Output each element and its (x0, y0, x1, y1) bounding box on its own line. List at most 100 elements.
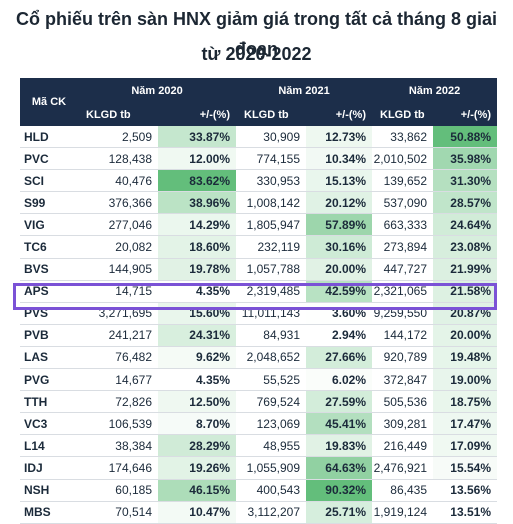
pct-2020-cell: 83.62% (158, 169, 236, 193)
klgd-2022-cell: 139,652 (372, 169, 433, 193)
klgd-2020-cell: 40,476 (78, 169, 158, 193)
stock-code-cell: TTH (20, 390, 78, 414)
table-row: PVC 128,438 12.00% 774,155 10.34% 2,010,502 35… (20, 147, 497, 171)
header-year-2022: Năm 2022 (372, 78, 497, 103)
klgd-2021-cell: 11,011,143 (236, 302, 306, 325)
pct-2022-cell: 21.99% (433, 258, 497, 281)
title-line-2: từ 2020-2022 (201, 44, 312, 64)
klgd-2021-cell: 330,953 (236, 169, 306, 193)
pct-2021-cell: 10.34% (306, 147, 372, 171)
pct-2021-cell: 19.83% (306, 434, 372, 458)
pct-2022-cell: 50.88% (433, 126, 497, 149)
klgd-2020-cell: 277,046 (78, 213, 158, 237)
table-row: MBS 70,514 10.47% 3,112,207 25.71% 1,919,124 1… (20, 501, 497, 524)
table-row: IDJ 174,646 19.26% 1,055,909 64.63% 2,476,921… (20, 456, 497, 480)
klgd-2020-cell: 60,185 (78, 479, 158, 502)
pct-2020-cell: 15.60% (158, 302, 236, 325)
pct-2021-cell: 64.63% (306, 456, 372, 480)
pct-2021-cell: 27.66% (306, 346, 372, 370)
header-pct-2022: +/-(%) (433, 103, 497, 126)
klgd-2020-cell: 70,514 (78, 501, 158, 524)
stock-code-cell: PVG (20, 368, 78, 392)
header-code: Mã CK (20, 78, 78, 126)
pct-2022-cell: 19.48% (433, 346, 497, 370)
klgd-2022-cell: 273,894 (372, 235, 433, 259)
table-row: SCI 40,476 83.62% 330,953 15.13% 139,652 31.30… (20, 169, 497, 193)
klgd-2020-cell: 14,677 (78, 368, 158, 392)
pct-2021-cell: 3.60% (306, 302, 372, 325)
table-row: PVB 241,217 24.31% 84,931 2.94% 144,172 20.00% (20, 324, 497, 347)
klgd-2021-cell: 3,112,207 (236, 501, 306, 524)
klgd-2020-cell: 106,539 (78, 412, 158, 436)
stock-code-cell: HLD (20, 126, 78, 149)
table-row: NSH 60,185 46.15% 400,543 90.32% 86,435 13.56% (20, 479, 497, 502)
pct-2022-cell: 19.00% (433, 368, 497, 392)
pct-2020-cell: 9.62% (158, 346, 236, 370)
stock-code-cell: IDJ (20, 456, 78, 480)
klgd-2022-cell: 33,862 (372, 126, 433, 149)
klgd-2022-cell: 920,789 (372, 346, 433, 370)
header-pct-2020: +/-(%) (158, 103, 236, 126)
pct-2022-cell: 35.98% (433, 147, 497, 171)
klgd-2021-cell: 1,055,909 (236, 456, 306, 480)
klgd-2020-cell: 174,646 (78, 456, 158, 480)
pct-2022-cell: 24.64% (433, 213, 497, 237)
pct-2022-cell: 17.09% (433, 434, 497, 458)
header-year-2021: Năm 2021 (236, 78, 372, 103)
table-row: HLD 2,509 33.87% 30,909 12.73% 33,862 50.88% (20, 126, 497, 149)
pct-2022-cell: 18.75% (433, 390, 497, 414)
pct-2022-cell: 15.54% (433, 456, 497, 480)
klgd-2020-cell: 144,905 (78, 258, 158, 281)
pct-2022-cell: 23.08% (433, 235, 497, 259)
table-row: VC3 106,539 8.70% 123,069 45.41% 309,281 17.47… (20, 412, 497, 436)
table-body: HLD 2,509 33.87% 30,909 12.73% 33,862 50.88% PV… (20, 126, 497, 524)
pct-2021-cell: 20.12% (306, 191, 372, 215)
stock-code-cell: BVS (20, 258, 78, 281)
stock-table: Mã CK Năm 2020 Năm 2021 Năm 2022 KLGD tb… (20, 78, 497, 524)
klgd-2020-cell: 3,271,695 (78, 302, 158, 325)
pct-2020-cell: 14.29% (158, 213, 236, 237)
klgd-2022-cell: 86,435 (372, 479, 433, 502)
pct-2020-cell: 19.78% (158, 258, 236, 281)
stock-code-cell: NSH (20, 479, 78, 502)
klgd-2022-cell: 309,281 (372, 412, 433, 436)
stock-code-cell: L14 (20, 434, 78, 458)
stock-code-cell: LAS (20, 346, 78, 370)
header-year-2020: Năm 2020 (78, 78, 236, 103)
table-row: BVS 144,905 19.78% 1,057,788 20.00% 447,727 21… (20, 258, 497, 281)
pct-2021-cell: 90.32% (306, 479, 372, 502)
klgd-2021-cell: 2,319,485 (236, 280, 306, 303)
klgd-2021-cell: 232,119 (236, 235, 306, 259)
pct-2021-cell: 25.71% (306, 501, 372, 524)
klgd-2020-cell: 38,384 (78, 434, 158, 458)
klgd-2022-cell: 537,090 (372, 191, 433, 215)
klgd-2021-cell: 400,543 (236, 479, 306, 502)
pct-2022-cell: 13.56% (433, 479, 497, 502)
stock-code-cell: APS (20, 280, 78, 303)
stock-table-container: Mã CK Năm 2020 Năm 2021 Năm 2022 KLGD tb… (20, 78, 497, 524)
pct-2020-cell: 28.29% (158, 434, 236, 458)
pct-2020-cell: 24.31% (158, 324, 236, 347)
pct-2020-cell: 10.47% (158, 501, 236, 524)
klgd-2021-cell: 1,805,947 (236, 213, 306, 237)
stock-code-cell: TC6 (20, 235, 78, 259)
header-pct-2021: +/-(%) (306, 103, 372, 126)
pct-2022-cell: 21.58% (433, 280, 497, 303)
pct-2022-cell: 13.51% (433, 501, 497, 524)
klgd-2022-cell: 216,449 (372, 434, 433, 458)
klgd-2020-cell: 76,482 (78, 346, 158, 370)
pct-2021-cell: 45.41% (306, 412, 372, 436)
klgd-2020-cell: 241,217 (78, 324, 158, 347)
pct-2021-cell: 6.02% (306, 368, 372, 392)
pct-2020-cell: 18.60% (158, 235, 236, 259)
klgd-2021-cell: 55,525 (236, 368, 306, 392)
klgd-2021-cell: 1,008,142 (236, 191, 306, 215)
klgd-2021-cell: 769,524 (236, 390, 306, 414)
pct-2020-cell: 33.87% (158, 126, 236, 149)
header-klgd-2020: KLGD tb (78, 103, 158, 126)
klgd-2022-cell: 9,259,550 (372, 302, 433, 325)
klgd-2020-cell: 14,715 (78, 280, 158, 303)
title-line-1: Cổ phiếu trên sàn HNX giảm giá trong tất… (15, 9, 498, 59)
table-row: APS 14,715 4.35% 2,319,485 42.59% 2,321,065 21… (20, 280, 497, 303)
klgd-2022-cell: 2,476,921 (372, 456, 433, 480)
